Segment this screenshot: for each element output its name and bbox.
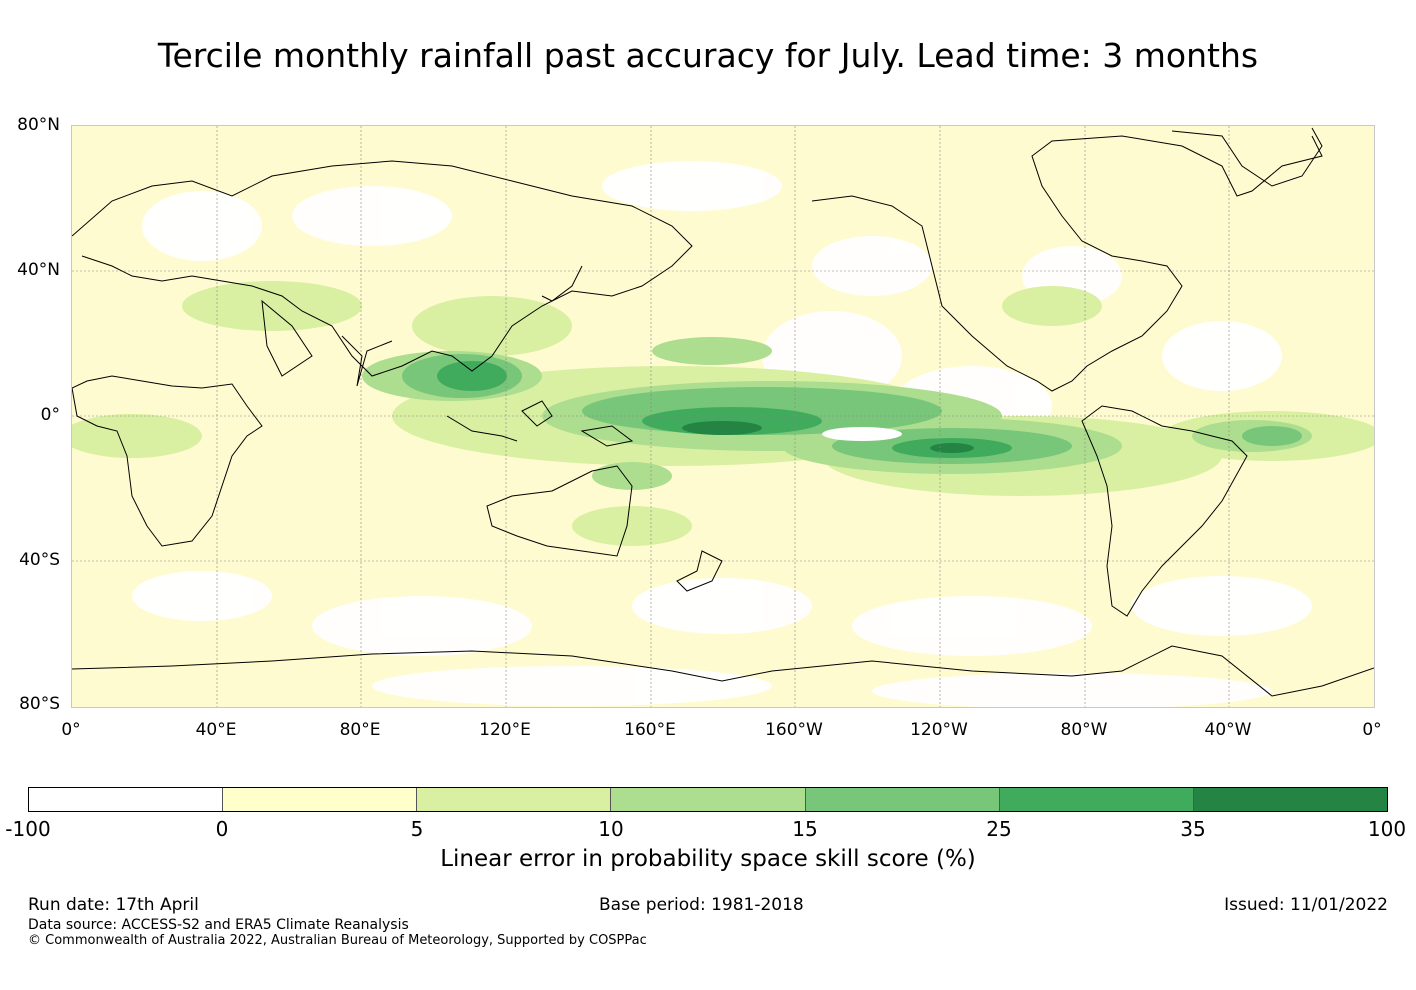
colorbar-tick: 25 — [986, 817, 1012, 841]
colorbar-label: Linear error in probability space skill … — [440, 846, 976, 872]
lon-label-120e: 120°E — [479, 720, 531, 740]
colorbar-segment-5 — [805, 788, 1000, 811]
skill-35-100-areas — [682, 421, 974, 453]
data-source: Data source: ACCESS-S2 and ERA5 Climate … — [28, 917, 409, 933]
lon-label-160e: 160°E — [624, 720, 676, 740]
lon-label-0-right: 0° — [1362, 720, 1382, 740]
map-title: Tercile monthly rainfall past accuracy f… — [157, 36, 1259, 75]
run-date: Run date: 17th April — [28, 895, 199, 915]
lon-label-120w: 120°W — [910, 720, 968, 740]
coastlines — [72, 127, 1374, 697]
colorbar — [28, 787, 1388, 812]
copyright-notice: © Commonwealth of Australia 2022, Austra… — [28, 933, 647, 948]
colorbar-tick: 35 — [1180, 817, 1206, 841]
lon-label-40e: 40°E — [195, 720, 237, 740]
issued-date: Issued: 11/01/2022 — [1224, 895, 1388, 915]
colorbar-segment-6 — [999, 788, 1194, 811]
colorbar-tick: 10 — [598, 817, 624, 841]
colorbar-tick: 0 — [215, 817, 229, 841]
lat-label-40s: 40°S — [19, 550, 60, 570]
lon-label-160w: 160°W — [765, 720, 823, 740]
lon-label-80e: 80°E — [339, 720, 381, 740]
lat-label-80s: 80°S — [19, 694, 60, 714]
colorbar-tick: 5 — [410, 817, 424, 841]
lat-label-40n: 40°N — [17, 260, 60, 280]
skill-score-map — [71, 125, 1375, 708]
lat-label-equator: 0° — [40, 405, 60, 425]
colorbar-segment-3 — [417, 788, 612, 811]
graticule — [72, 126, 1374, 707]
colorbar-segment-1 — [29, 788, 224, 811]
lon-label-0-left: 0° — [61, 720, 81, 740]
colorbar-segment-7 — [1193, 788, 1387, 811]
base-period: Base period: 1981-2018 — [599, 895, 804, 915]
lat-label-80n: 80°N — [17, 115, 60, 135]
lon-label-40w: 40°W — [1204, 720, 1252, 740]
colorbar-tick: 100 — [1367, 817, 1407, 841]
colorbar-segment-4 — [611, 788, 806, 811]
colorbar-tick: 15 — [792, 817, 818, 841]
colorbar-segment-2 — [223, 788, 418, 811]
colorbar-tick: -100 — [5, 817, 51, 841]
lon-label-80w: 80°W — [1060, 720, 1108, 740]
